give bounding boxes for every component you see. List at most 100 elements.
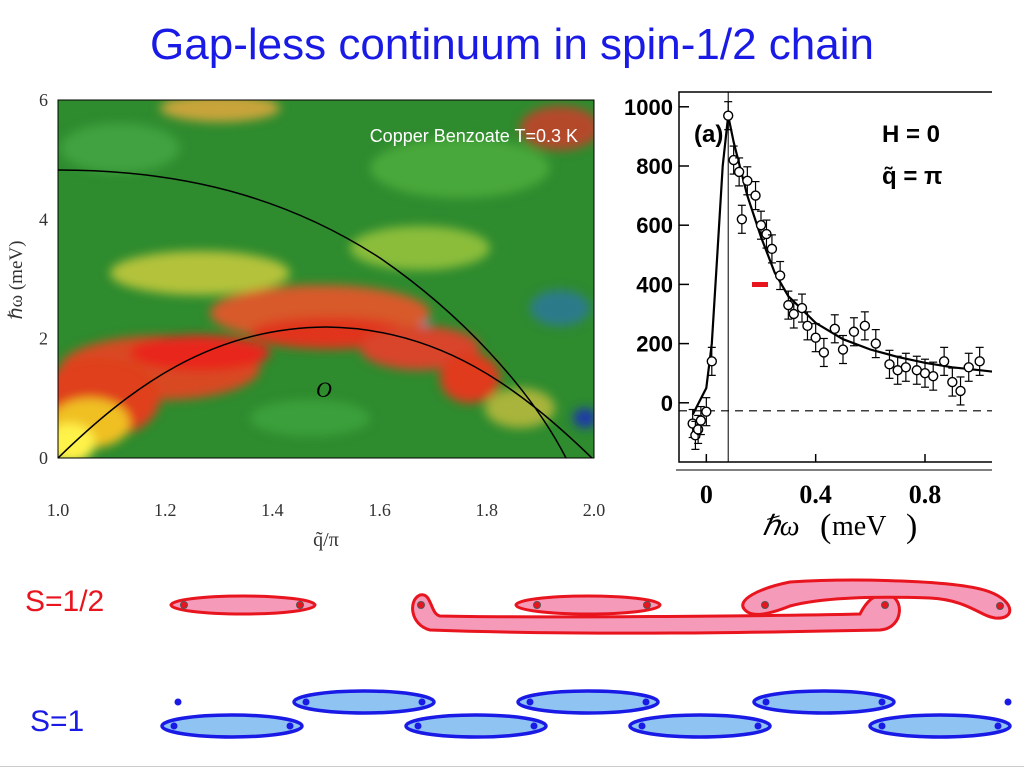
red-dash-mark — [752, 282, 768, 287]
bottom-rule — [0, 766, 1024, 767]
spin-site — [643, 601, 651, 609]
spin-half-bonds — [169, 578, 1012, 635]
y-tick-labels: 0 2 4 6 — [39, 90, 48, 468]
data-point — [848, 326, 860, 337]
data-point — [766, 243, 778, 255]
spin-one-label: S=1 — [30, 705, 85, 738]
data-point — [955, 385, 966, 397]
y-tick-label: 400 — [636, 272, 673, 297]
singlet-bond — [169, 594, 317, 616]
data-point — [837, 344, 849, 355]
data-point — [796, 302, 808, 314]
x-tick-label: 0.4 — [799, 480, 832, 509]
spin-site — [638, 722, 646, 730]
spin-site — [170, 722, 178, 730]
spin-half-label: S=1/2 — [25, 585, 105, 618]
x-tick-label: 1.8 — [476, 500, 499, 520]
x-tick-labels: 1.0 1.2 1.4 1.6 1.8 2.0 — [47, 500, 606, 520]
spin-site — [994, 722, 1002, 730]
y-tick-label: 600 — [636, 213, 673, 238]
data-point — [695, 415, 707, 426]
data-points — [687, 101, 985, 450]
x-axis-unit-open: ( — [820, 508, 831, 545]
y-tick-label: 4 — [39, 209, 48, 229]
spin-one-bond — [868, 713, 1012, 739]
data-point — [701, 406, 712, 417]
spin-site — [761, 601, 769, 609]
data-point — [928, 370, 939, 382]
x-axis-unit-close: ) — [906, 508, 917, 545]
spin-site — [417, 601, 425, 609]
data-point — [774, 270, 786, 281]
spin-one-bond — [628, 713, 772, 739]
x-axis-label: q̃/π — [313, 529, 339, 551]
x-tick-labels: 0 0.4 0.8 — [700, 454, 941, 509]
y-tick-label: 1000 — [624, 95, 673, 120]
spin-site — [878, 722, 886, 730]
spin-site — [881, 601, 889, 609]
spin-one-bond — [404, 713, 548, 739]
data-point — [900, 362, 912, 373]
spin-site — [642, 698, 650, 706]
data-point — [742, 175, 753, 187]
spin-site — [533, 601, 541, 609]
spin-site — [180, 601, 188, 609]
data-point — [728, 154, 739, 166]
spin-site — [418, 698, 426, 706]
data-point — [859, 320, 871, 332]
data-point — [974, 356, 985, 367]
spin-site — [530, 722, 538, 730]
data-point — [706, 356, 718, 367]
free-spin-site — [174, 698, 182, 706]
spin-site — [414, 722, 422, 730]
legend-line-2: q̃ = π — [882, 163, 942, 190]
y-tick-label: 2 — [39, 329, 48, 349]
data-point — [870, 338, 881, 349]
marker-label: O — [316, 377, 332, 402]
y-tick-label: 200 — [636, 332, 673, 357]
x-tick-label: 1.6 — [368, 500, 391, 520]
x-tick-label: 0 — [700, 480, 713, 509]
spin-one-bonds — [160, 689, 1012, 739]
spin-site — [302, 698, 310, 706]
data-point — [829, 323, 841, 335]
panel-label: (a) — [694, 121, 723, 148]
heatmap-annotation: Copper Benzoate T=0.3 K — [370, 126, 578, 146]
x-tick-label: 2.0 — [583, 500, 606, 520]
x-axis-unit: meV — [832, 511, 886, 542]
data-point — [722, 110, 734, 121]
data-point — [783, 299, 794, 311]
spin-one-bond — [752, 689, 896, 715]
legend-line-1: H = 0 — [882, 121, 940, 148]
intensity-scatter-chart: 0 200 400 600 800 1000 0 0.4 0.8 (a) H = 0 q̃ =… — [624, 91, 992, 545]
data-point — [810, 332, 821, 343]
spin-site — [878, 698, 886, 706]
data-point — [884, 359, 895, 370]
free-spin-site — [1004, 698, 1012, 706]
x-axis-symbol: ℏω — [762, 511, 800, 542]
continuum-heatmap-chart: O Copper Benzoate T=0.3 K 1.0 1.2 1.4 1.6 1.… — [6, 90, 606, 551]
spin-site — [754, 722, 762, 730]
upper-boundary-curve — [58, 169, 567, 458]
data-point — [736, 214, 748, 225]
y-tick-label: 0 — [39, 448, 48, 468]
singlet-bond — [514, 594, 662, 616]
spin-site — [296, 601, 304, 609]
x-tick-label: 0.8 — [909, 480, 942, 509]
y-tick-label: 6 — [39, 90, 48, 110]
y-tick-label: 800 — [636, 154, 673, 179]
data-point — [761, 228, 772, 240]
spin-site — [762, 698, 770, 706]
data-point — [788, 308, 800, 320]
data-point — [963, 362, 974, 373]
spin-one-bond — [160, 713, 304, 739]
y-axis-label: ℏω (meV) — [6, 241, 27, 320]
spin-site — [286, 722, 294, 730]
data-point — [750, 190, 761, 201]
spin-one-bond — [516, 689, 660, 715]
x-tick-label: 1.4 — [261, 500, 284, 520]
data-point — [802, 320, 813, 332]
data-point — [818, 347, 830, 358]
heatmap-field: O Copper Benzoate T=0.3 K — [58, 100, 594, 458]
spin-site — [996, 602, 1004, 610]
